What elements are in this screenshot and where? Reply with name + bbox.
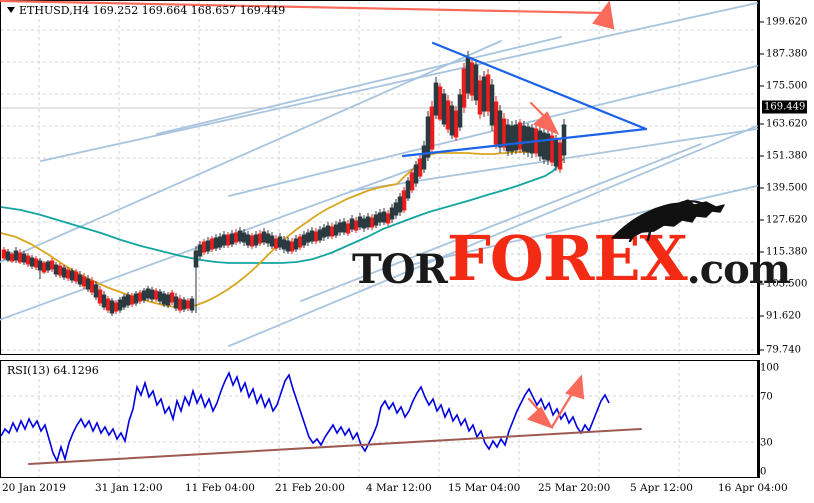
chart-header: ETHUSD,H4 169.252 169.664 168.657 169.44… xyxy=(7,4,285,17)
price-tick: 199.620 xyxy=(760,17,807,28)
rsi-tick: 0 xyxy=(760,466,767,478)
chart-header-text: ETHUSD,H4 169.252 169.664 168.657 169.44… xyxy=(19,4,286,17)
rsi-tick: 70 xyxy=(760,391,773,403)
current-price-label: 169.449 xyxy=(762,100,808,114)
time-tick: 21 Feb 20:00 xyxy=(275,482,345,494)
price-tick: 175.500 xyxy=(760,81,807,92)
time-tick: 15 Mar 04:00 xyxy=(448,482,521,494)
wedge-trendlines xyxy=(401,41,648,158)
rsi-header: RSI(13) 64.1296 xyxy=(7,364,99,377)
time-tick: 31 Jan 12:00 xyxy=(95,482,163,494)
price-chart-panel[interactable]: ETHUSD,H4 169.252 169.664 168.657 169.44… xyxy=(0,0,758,355)
candlestick-series xyxy=(1,51,567,316)
rsi-indicator-panel[interactable]: RSI(13) 64.1296 xyxy=(0,360,758,478)
price-axis-border xyxy=(758,0,760,355)
price-tick: 79.740 xyxy=(760,345,801,356)
rsi-tick: 30 xyxy=(760,437,773,449)
price-tick: 103.500 xyxy=(760,279,807,290)
time-axis[interactable]: 20 Jan 2019 31 Jan 12:00 11 Feb 04:00 21… xyxy=(0,478,814,503)
price-tick: 115.380 xyxy=(760,247,807,258)
rsi-grid xyxy=(1,361,757,477)
rsi-header-text: RSI(13) 64.1296 xyxy=(7,364,99,377)
time-tick: 16 Apr 04:00 xyxy=(718,482,788,494)
forecast-arrows xyxy=(0,0,615,136)
ma-slow-line xyxy=(0,158,564,264)
rsi-axis-border xyxy=(758,360,760,478)
price-grid xyxy=(1,1,757,354)
price-chart-canvas xyxy=(0,0,758,354)
time-tick: 4 Mar 12:00 xyxy=(366,482,432,494)
price-tick: 151.380 xyxy=(760,151,807,162)
time-tick: 5 Apr 12:00 xyxy=(630,482,693,494)
rsi-forecast-arrows xyxy=(526,374,585,430)
rsi-axis[interactable]: 100 70 30 0 xyxy=(758,360,814,478)
price-tick: 127.620 xyxy=(760,215,807,226)
price-tick: 139.500 xyxy=(760,183,807,194)
time-tick: 20 Jan 2019 xyxy=(2,482,66,494)
ma-fast-line xyxy=(0,151,542,308)
price-tick: 187.380 xyxy=(760,49,807,60)
price-tick: 163.620 xyxy=(760,119,807,130)
rsi-chart-canvas xyxy=(0,361,757,477)
price-axis[interactable]: 199.620 187.380 175.500 169.449 163.620 … xyxy=(758,0,814,356)
time-tick: 11 Feb 04:00 xyxy=(185,482,255,494)
time-tick: 25 Mar 20:00 xyxy=(538,482,611,494)
rsi-tick: 100 xyxy=(760,362,780,374)
price-tick: 91.620 xyxy=(760,311,801,322)
chevron-down-icon[interactable] xyxy=(7,7,15,13)
rsi-trendline xyxy=(28,428,642,465)
channel-lines xyxy=(0,2,758,347)
